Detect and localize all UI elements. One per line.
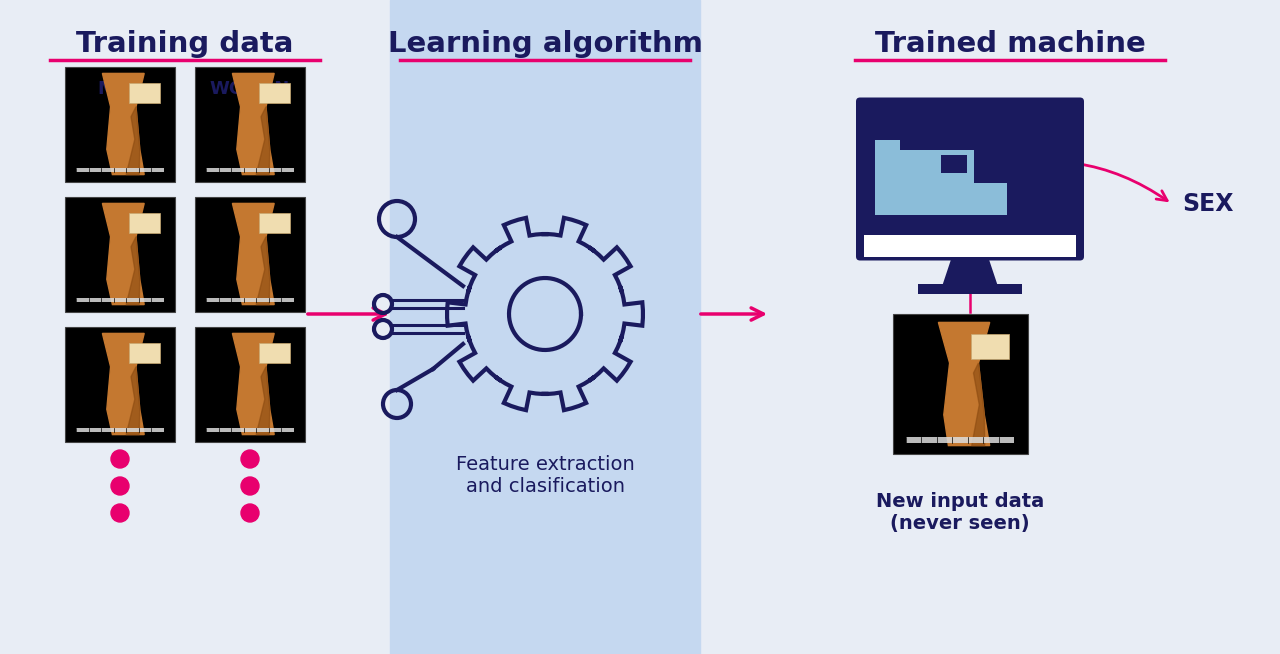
Bar <box>195 196 305 311</box>
Polygon shape <box>233 334 274 435</box>
Bar <box>129 82 160 103</box>
Circle shape <box>241 504 259 522</box>
Text: Learning algorithm: Learning algorithm <box>388 30 703 58</box>
Text: SEX: SEX <box>1181 192 1234 216</box>
Text: MEN: MEN <box>97 80 142 98</box>
Bar <box>129 213 160 233</box>
Circle shape <box>111 477 129 495</box>
Bar <box>206 167 294 172</box>
Text: Training data: Training data <box>77 30 293 58</box>
Polygon shape <box>102 203 145 305</box>
Polygon shape <box>127 107 140 175</box>
Polygon shape <box>127 237 140 305</box>
Polygon shape <box>256 237 270 305</box>
Text: New input data
(never seen): New input data (never seen) <box>876 492 1044 533</box>
Bar <box>76 428 164 432</box>
Bar <box>195 326 305 441</box>
Bar <box>892 314 1028 454</box>
Polygon shape <box>256 107 270 175</box>
Bar <box>129 343 160 364</box>
Bar <box>900 136 1010 182</box>
Circle shape <box>241 477 259 495</box>
Bar <box>206 428 294 432</box>
Text: Trained machine: Trained machine <box>874 30 1146 58</box>
Circle shape <box>241 450 259 468</box>
Circle shape <box>111 504 129 522</box>
Polygon shape <box>233 203 274 305</box>
Text: WOMEN: WOMEN <box>210 80 291 98</box>
Bar <box>876 140 1007 215</box>
Bar <box>206 298 294 302</box>
Bar <box>906 438 1014 443</box>
FancyBboxPatch shape <box>856 97 1084 260</box>
Circle shape <box>111 450 129 468</box>
Bar <box>195 67 305 182</box>
Bar <box>876 150 974 196</box>
Bar <box>65 326 175 441</box>
Bar <box>970 334 1009 359</box>
Polygon shape <box>972 363 984 445</box>
Bar <box>390 0 700 654</box>
Polygon shape <box>256 367 270 435</box>
Text: Feature extraction
and clasification: Feature extraction and clasification <box>456 455 635 496</box>
Bar <box>259 82 289 103</box>
Polygon shape <box>938 322 989 445</box>
Bar <box>65 67 175 182</box>
Bar <box>864 235 1076 256</box>
Bar <box>941 154 968 173</box>
Bar <box>259 343 289 364</box>
Bar <box>76 167 164 172</box>
Bar <box>259 213 289 233</box>
Polygon shape <box>127 367 140 435</box>
Polygon shape <box>233 73 274 175</box>
Bar <box>65 196 175 311</box>
Polygon shape <box>102 334 145 435</box>
Polygon shape <box>102 73 145 175</box>
Bar <box>918 283 1021 294</box>
Polygon shape <box>942 256 998 286</box>
Bar <box>76 298 164 302</box>
